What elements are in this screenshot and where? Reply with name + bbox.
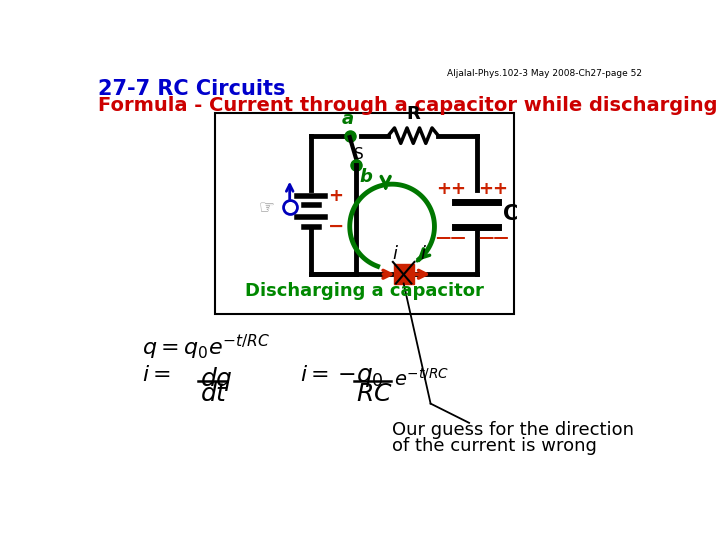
Bar <box>215 113 514 314</box>
Text: $dq$: $dq$ <box>199 365 233 393</box>
Text: ++: ++ <box>436 180 466 198</box>
Text: i: i <box>392 246 397 264</box>
Text: Formula - Current through a capacitor while discharging: Formula - Current through a capacitor wh… <box>98 96 717 114</box>
Text: −: − <box>328 217 345 236</box>
Text: $e^{-t/RC}$: $e^{-t/RC}$ <box>394 368 449 390</box>
Text: 27-7 RC Circuits: 27-7 RC Circuits <box>98 79 285 99</box>
Text: $q_0$: $q_0$ <box>356 365 384 389</box>
Text: Discharging a capacitor: Discharging a capacitor <box>245 282 484 300</box>
Text: Our guess for the direction: Our guess for the direction <box>392 421 634 438</box>
Text: +: + <box>328 187 343 205</box>
Text: $q = q_0 e^{-t/RC}$: $q = q_0 e^{-t/RC}$ <box>142 333 270 362</box>
Text: R: R <box>406 105 420 123</box>
Text: $i = $: $i = $ <box>142 365 171 385</box>
Text: i: i <box>420 246 426 264</box>
Text: ☞: ☞ <box>258 198 274 216</box>
Text: ——: —— <box>436 231 466 245</box>
Text: ——: —— <box>478 231 509 245</box>
Text: Aljalal-Phys.102-3 May 2008-Ch27-page 52: Aljalal-Phys.102-3 May 2008-Ch27-page 52 <box>447 70 642 78</box>
Text: S: S <box>354 147 364 162</box>
Text: a: a <box>342 110 354 128</box>
Text: $i = -$: $i = -$ <box>300 365 356 385</box>
Text: ++: ++ <box>478 180 508 198</box>
Text: $dt$: $dt$ <box>199 382 228 406</box>
Text: of the current is wrong: of the current is wrong <box>392 437 597 455</box>
Text: C: C <box>503 204 518 224</box>
Text: b: b <box>359 168 372 186</box>
Text: $RC$: $RC$ <box>356 382 392 406</box>
